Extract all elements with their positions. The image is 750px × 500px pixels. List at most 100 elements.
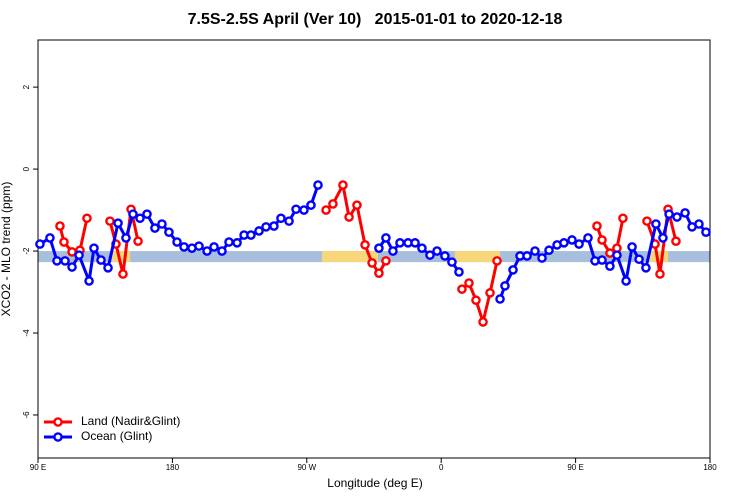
data-point xyxy=(360,240,370,250)
data-point xyxy=(121,233,131,243)
data-point xyxy=(440,251,450,261)
y-tick-label: -6 xyxy=(22,411,31,419)
y-tick-label: -2 xyxy=(22,247,31,255)
data-point xyxy=(164,227,174,237)
data-point xyxy=(321,205,331,215)
data-point xyxy=(530,246,540,256)
data-point xyxy=(680,208,690,218)
data-point xyxy=(209,242,219,252)
data-point xyxy=(612,250,622,260)
data-point xyxy=(395,238,405,248)
data-point xyxy=(495,294,505,304)
data-point xyxy=(338,180,348,190)
x-tick-label: 180 xyxy=(703,463,717,472)
data-point xyxy=(641,263,651,273)
land-band xyxy=(112,251,131,263)
data-point xyxy=(128,209,138,219)
y-tick-label: 2 xyxy=(22,84,31,89)
data-point xyxy=(464,278,474,288)
data-point xyxy=(454,267,464,277)
data-point xyxy=(96,255,106,265)
data-point xyxy=(374,268,384,278)
data-point xyxy=(224,237,234,247)
data-point xyxy=(592,221,602,231)
data-point xyxy=(55,221,65,231)
data-point xyxy=(457,284,467,294)
data-point xyxy=(313,180,323,190)
data-point xyxy=(627,242,637,252)
data-point xyxy=(492,256,502,266)
data-point xyxy=(374,243,384,253)
data-point xyxy=(381,233,391,243)
data-point xyxy=(417,243,427,253)
data-point xyxy=(52,256,62,266)
data-point xyxy=(84,276,94,286)
data-point xyxy=(671,236,681,247)
data-point xyxy=(194,241,204,251)
data-point xyxy=(567,235,577,245)
data-point xyxy=(306,200,316,210)
data-point xyxy=(113,218,123,228)
data-point xyxy=(388,246,398,256)
data-point xyxy=(232,238,242,248)
land-band xyxy=(322,251,379,263)
data-point xyxy=(284,216,294,226)
data-point xyxy=(246,230,256,240)
y-tick-label: -4 xyxy=(22,329,31,337)
data-point xyxy=(642,216,652,226)
data-point xyxy=(672,212,682,222)
data-point xyxy=(651,219,661,229)
data-point xyxy=(410,238,420,248)
data-point xyxy=(381,256,391,266)
data-point xyxy=(217,246,227,256)
data-point xyxy=(261,222,271,232)
data-point xyxy=(544,245,554,256)
data-point xyxy=(291,204,301,215)
data-point xyxy=(658,233,668,243)
data-point xyxy=(485,288,495,298)
data-point xyxy=(118,269,128,279)
data-point xyxy=(618,213,628,224)
data-point xyxy=(202,246,212,256)
data-point xyxy=(447,257,457,267)
data-point xyxy=(254,226,264,236)
data-point xyxy=(583,233,593,243)
x-tick-label: 90 E xyxy=(567,463,583,472)
data-point xyxy=(344,212,354,222)
x-tick-label: 180 xyxy=(166,463,180,472)
data-point xyxy=(425,250,435,260)
data-point xyxy=(67,262,77,272)
legend-marker xyxy=(53,432,63,442)
data-point xyxy=(694,219,704,229)
data-point xyxy=(82,213,92,224)
data-point xyxy=(655,269,665,279)
data-point xyxy=(133,236,143,247)
x-tick-label: 0 xyxy=(439,463,444,472)
data-point xyxy=(269,221,279,231)
data-point xyxy=(701,227,711,237)
data-point xyxy=(328,199,338,209)
data-point xyxy=(500,281,510,291)
data-point xyxy=(157,219,167,229)
data-point xyxy=(559,238,569,248)
data-point xyxy=(352,200,362,210)
data-point xyxy=(103,263,113,273)
data-point xyxy=(574,239,584,249)
data-point xyxy=(478,317,488,327)
data-point xyxy=(471,295,481,306)
data-point xyxy=(60,256,70,266)
data-point xyxy=(172,237,182,247)
data-point xyxy=(537,253,547,263)
data-point xyxy=(179,242,189,252)
legend-label: Ocean (Glint) xyxy=(81,429,152,443)
data-point xyxy=(142,209,152,219)
data-point xyxy=(59,237,69,247)
y-axis-label: XCO2 - MLO trend (ppm) xyxy=(0,182,13,317)
data-point xyxy=(508,265,518,275)
y-tick-label: 0 xyxy=(22,166,31,171)
data-point xyxy=(621,276,631,286)
data-point xyxy=(597,235,607,245)
land-band xyxy=(454,251,501,263)
data-point xyxy=(597,255,607,265)
legend-label: Land (Nadir&Glint) xyxy=(81,414,180,428)
